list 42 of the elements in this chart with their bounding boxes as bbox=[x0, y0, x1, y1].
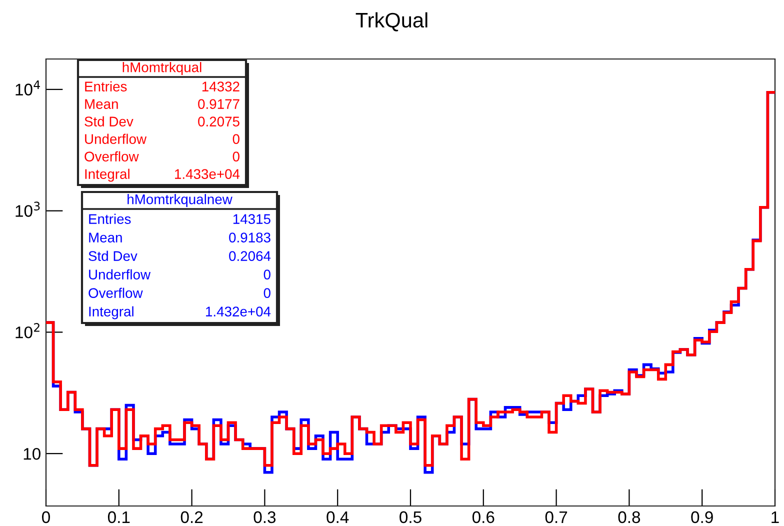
annotation: 0.9177 bbox=[198, 99, 240, 109]
annotation: 1.432e+04 bbox=[206, 306, 271, 316]
annotation: 14315 bbox=[233, 214, 270, 224]
x-tick-label: 0.5 bbox=[400, 511, 422, 524]
annotation: 0.2075 bbox=[198, 116, 240, 126]
x-tick-label: 0 bbox=[42, 511, 50, 524]
x-tick-label: 0.2 bbox=[180, 511, 203, 524]
x-tick-label: 0.9 bbox=[691, 511, 713, 524]
annotation: Underflow bbox=[89, 269, 151, 280]
annotation: Std Dev bbox=[88, 250, 138, 261]
annotation: Std Dev bbox=[84, 116, 134, 126]
annotation: 0 bbox=[232, 134, 240, 144]
annotation: Mean bbox=[89, 232, 122, 242]
annotation: Overflow bbox=[88, 288, 143, 298]
annotation: Integral bbox=[85, 168, 130, 182]
x-tick-label: 0.1 bbox=[108, 511, 130, 524]
annotation: 0.9183 bbox=[229, 232, 270, 242]
y-tick-label: 10$^{3}$ bbox=[16, 202, 40, 217]
y-tick-label: 10$^{2}$ bbox=[16, 323, 40, 338]
y-tick-label: 10 bbox=[24, 448, 40, 460]
x-tick-label: 0.8 bbox=[618, 511, 640, 524]
annotation: 0 bbox=[264, 270, 270, 280]
annotation: 1.433e+04 bbox=[175, 169, 240, 179]
x-tick-label: 1 bbox=[772, 511, 779, 523]
annotation: 0 bbox=[232, 152, 240, 162]
x-tick-label: 0.7 bbox=[545, 511, 568, 524]
x-tick-label: 0.3 bbox=[254, 511, 276, 524]
annotation: Underflow bbox=[85, 134, 147, 144]
annotation: Mean bbox=[85, 99, 118, 109]
text: hMomtrkqual bbox=[122, 62, 202, 75]
annotation: Integral bbox=[89, 306, 134, 320]
annotation: Entries bbox=[85, 81, 127, 92]
annotation: 14332 bbox=[202, 82, 240, 92]
annotation: 0.2064 bbox=[229, 251, 271, 261]
x-tick-label: 0.4 bbox=[326, 511, 349, 524]
x-tick-label: 0.6 bbox=[472, 511, 494, 524]
y-tick-label: 10$^{4}$ bbox=[16, 80, 40, 96]
chart-title: TrkQual bbox=[356, 12, 428, 32]
annotation: Entries bbox=[89, 214, 131, 224]
text: hMomtrkqualnew bbox=[128, 194, 232, 207]
annotation: Overflow bbox=[84, 151, 139, 162]
annotation: 0 bbox=[264, 288, 270, 298]
